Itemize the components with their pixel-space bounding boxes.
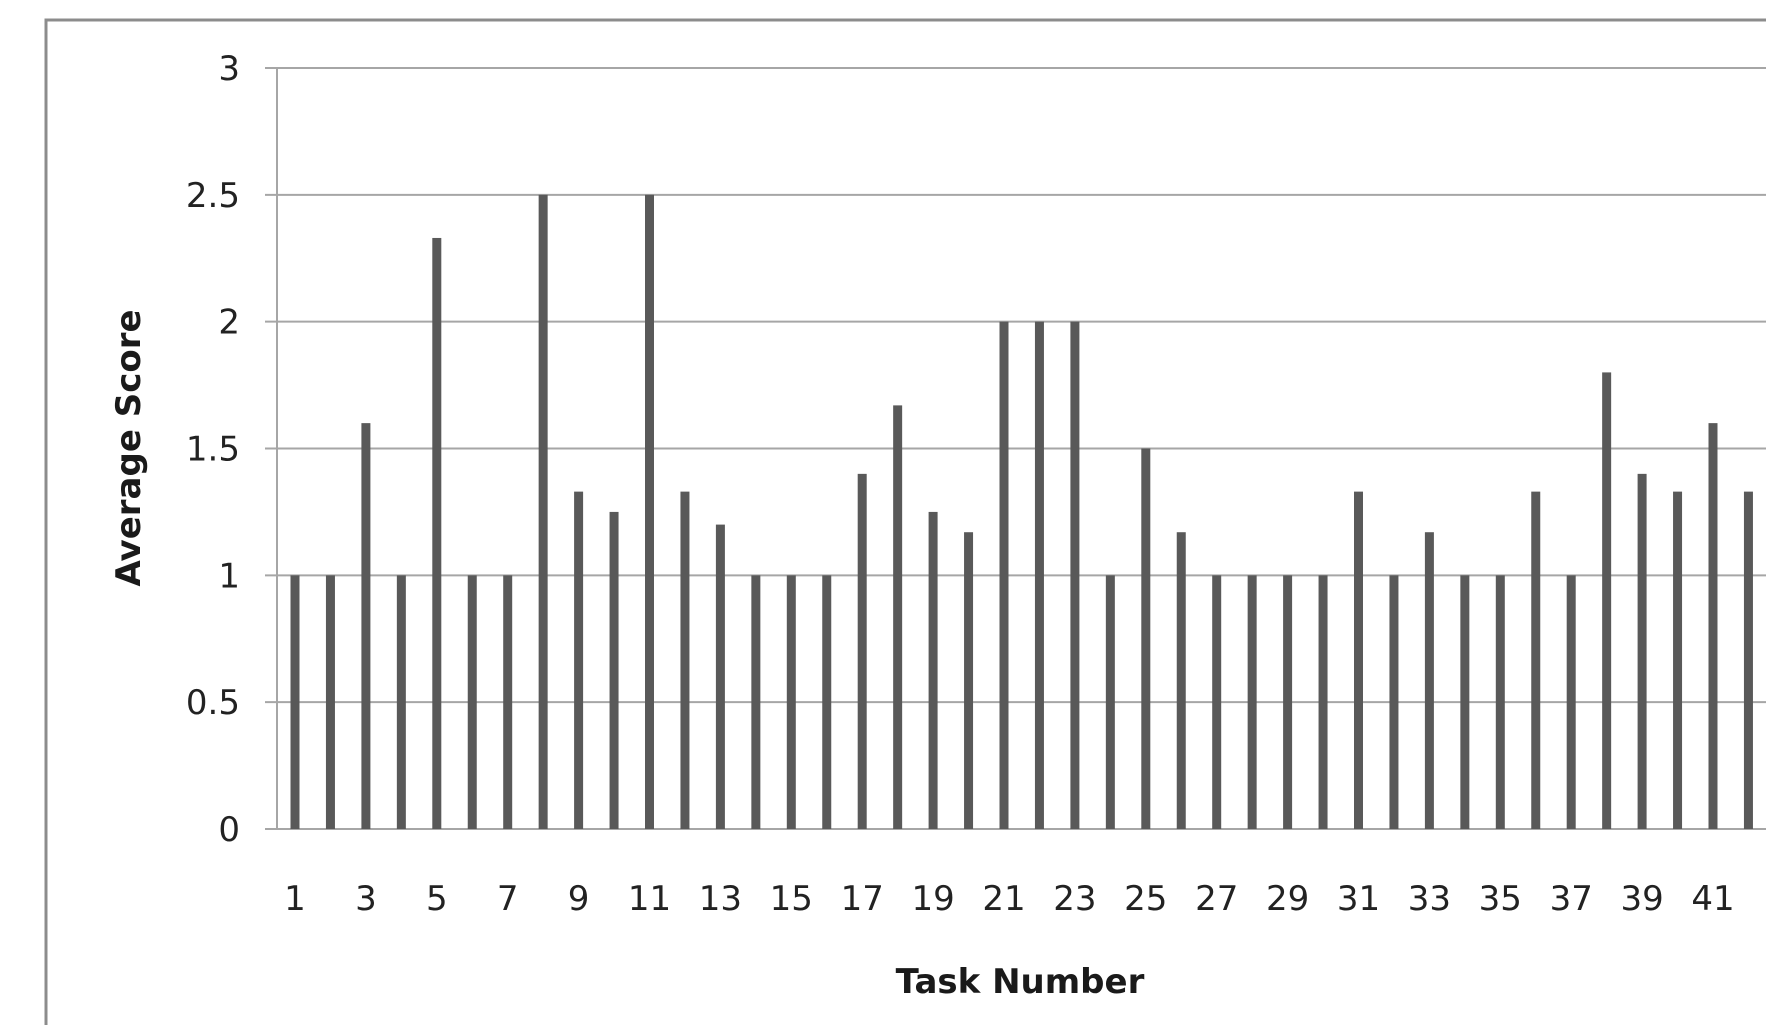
bars (290, 194, 1753, 830)
bar (325, 575, 335, 829)
bar (715, 524, 725, 829)
x-tick-label: 21 (982, 879, 1025, 919)
x-tick-label: 39 (1620, 879, 1663, 919)
bar (1318, 575, 1328, 829)
y-axis-title: Average Score (109, 309, 149, 586)
bar (503, 575, 513, 829)
y-tick-label: 2 (218, 303, 240, 343)
x-tick-label: 23 (1053, 879, 1096, 919)
bar (1354, 491, 1363, 829)
x-tick-label: 13 (699, 879, 742, 919)
bar (467, 575, 477, 829)
x-tick-label: 17 (841, 879, 884, 919)
y-axis-ticks: 0 0.5 1 1.5 2 2.5 3 (186, 49, 240, 850)
x-axis-title: Task Number (896, 962, 1145, 1002)
bar (1637, 473, 1647, 829)
bar (680, 491, 690, 829)
bar (1212, 575, 1222, 829)
bar (1566, 575, 1576, 829)
bar (999, 321, 1009, 829)
y-tick-label: 1.5 (186, 430, 240, 470)
bar (609, 511, 619, 829)
y-tick-label: 2.5 (186, 176, 240, 216)
y-tick-label: 0 (218, 810, 240, 850)
bar (1283, 575, 1293, 829)
bar (574, 491, 584, 829)
bar (928, 511, 938, 829)
bar (1673, 491, 1683, 829)
bar (893, 405, 903, 829)
x-tick-label: 9 (568, 879, 590, 919)
bar (1743, 491, 1753, 829)
bar (645, 194, 654, 830)
bar (1176, 532, 1186, 829)
bar (1495, 575, 1505, 829)
x-tick-label: 19 (911, 879, 954, 919)
bar (432, 237, 442, 829)
bar (822, 575, 832, 829)
x-tick-label: 35 (1479, 879, 1522, 919)
bar (1105, 575, 1115, 829)
bar (290, 575, 300, 829)
bar (1460, 575, 1470, 829)
bar (1531, 491, 1541, 829)
chart-frame (44, 18, 1766, 1025)
bar (396, 575, 406, 829)
bar (857, 473, 867, 829)
x-tick-label: 7 (497, 879, 519, 919)
x-tick-label: 5 (426, 879, 448, 919)
x-tick-label: 25 (1124, 879, 1167, 919)
x-tick-label: 15 (770, 879, 813, 919)
bar (1708, 423, 1718, 829)
x-tick-label: 37 (1550, 879, 1593, 919)
bar (751, 575, 761, 829)
bar (538, 194, 548, 830)
x-tick-label: 3 (355, 879, 377, 919)
bar (1034, 321, 1044, 829)
bar (1424, 532, 1434, 829)
x-tick-label: 41 (1691, 879, 1734, 919)
x-axis-ticks: 1 3 5 7 9 11 13 15 17 19 21 23 25 27 29 31 33 35 37 39 41 (284, 879, 1734, 919)
bar (1141, 448, 1151, 829)
x-tick-label: 33 (1408, 879, 1451, 919)
bar (361, 423, 371, 829)
bar (1389, 575, 1399, 829)
x-tick-label: 29 (1266, 879, 1309, 919)
x-tick-label: 31 (1337, 879, 1380, 919)
x-tick-label: 1 (284, 879, 306, 919)
bar (1070, 321, 1080, 829)
bar (1602, 372, 1612, 829)
x-tick-label: 27 (1195, 879, 1238, 919)
gridlines (265, 67, 1766, 830)
x-tick-label: 11 (628, 879, 671, 919)
bar (786, 575, 796, 829)
bar (1247, 575, 1257, 829)
y-tick-label: 3 (218, 49, 240, 89)
y-tick-label: 0.5 (186, 683, 240, 723)
y-tick-label: 1 (218, 556, 240, 596)
bar (964, 532, 974, 829)
